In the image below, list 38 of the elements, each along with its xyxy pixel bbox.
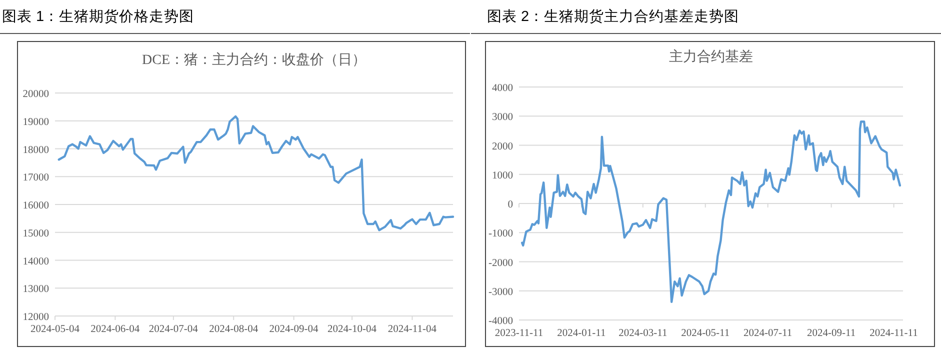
y-tick-label: 16000 bbox=[22, 200, 49, 212]
x-tick-label: 2024-07-04 bbox=[148, 324, 199, 335]
x-tick-label: 2024-07-11 bbox=[744, 328, 792, 339]
chart-subtitle: DCE：猪：主力合约：收盘价（日） bbox=[142, 52, 366, 68]
x-tick-label: 2023-11-11 bbox=[494, 328, 544, 339]
y-tick-label: 3000 bbox=[492, 112, 513, 124]
y-tick-label: 1000 bbox=[492, 170, 513, 182]
line-series bbox=[58, 115, 454, 232]
y-tick-label: 14000 bbox=[22, 256, 49, 268]
chart-subtitle: 主力合约基差 bbox=[669, 49, 753, 65]
x-tick-label: 2024-09-11 bbox=[807, 328, 856, 339]
x-tick-label: 2024-11-11 bbox=[870, 328, 918, 339]
y-tick-label: -3000 bbox=[488, 286, 513, 298]
x-tick-label: 2024-11-04 bbox=[388, 324, 438, 335]
x-tick-label: 2024-06-04 bbox=[90, 324, 140, 335]
y-tick-label: 15000 bbox=[22, 228, 49, 240]
y-tick-label: 18000 bbox=[22, 144, 49, 156]
x-tick-label: 2024-05-11 bbox=[681, 328, 730, 339]
y-tick-label: -2000 bbox=[488, 258, 513, 269]
x-tick-label: 2024-05-04 bbox=[30, 324, 80, 335]
x-tick-label: 2024-01-11 bbox=[557, 328, 606, 339]
y-tick-label: 4000 bbox=[492, 83, 513, 94]
y-tick-label: 19000 bbox=[22, 116, 49, 128]
y-tick-label: 20000 bbox=[22, 89, 49, 100]
chart-title: 图表 2：生猪期货主力合约基差走势图 bbox=[487, 8, 740, 25]
chart-title: 图表 1：生猪期货价格走势图 bbox=[2, 8, 194, 25]
line-series bbox=[520, 120, 902, 304]
x-tick-label: 2024-08-04 bbox=[209, 324, 259, 335]
y-tick-label: 0 bbox=[508, 200, 513, 210]
y-tick-label: 17000 bbox=[22, 172, 49, 184]
y-tick-label: -1000 bbox=[488, 228, 513, 240]
x-tick-label: 2024-03-11 bbox=[618, 328, 668, 339]
y-tick-label: 2000 bbox=[492, 141, 513, 152]
y-tick-label: -4000 bbox=[488, 316, 513, 327]
y-tick-label: 12000 bbox=[22, 312, 49, 323]
x-tick-label: 2024-09-04 bbox=[269, 324, 320, 335]
y-tick-label: 13000 bbox=[22, 284, 49, 296]
x-tick-label: 2024-10-04 bbox=[328, 324, 378, 335]
